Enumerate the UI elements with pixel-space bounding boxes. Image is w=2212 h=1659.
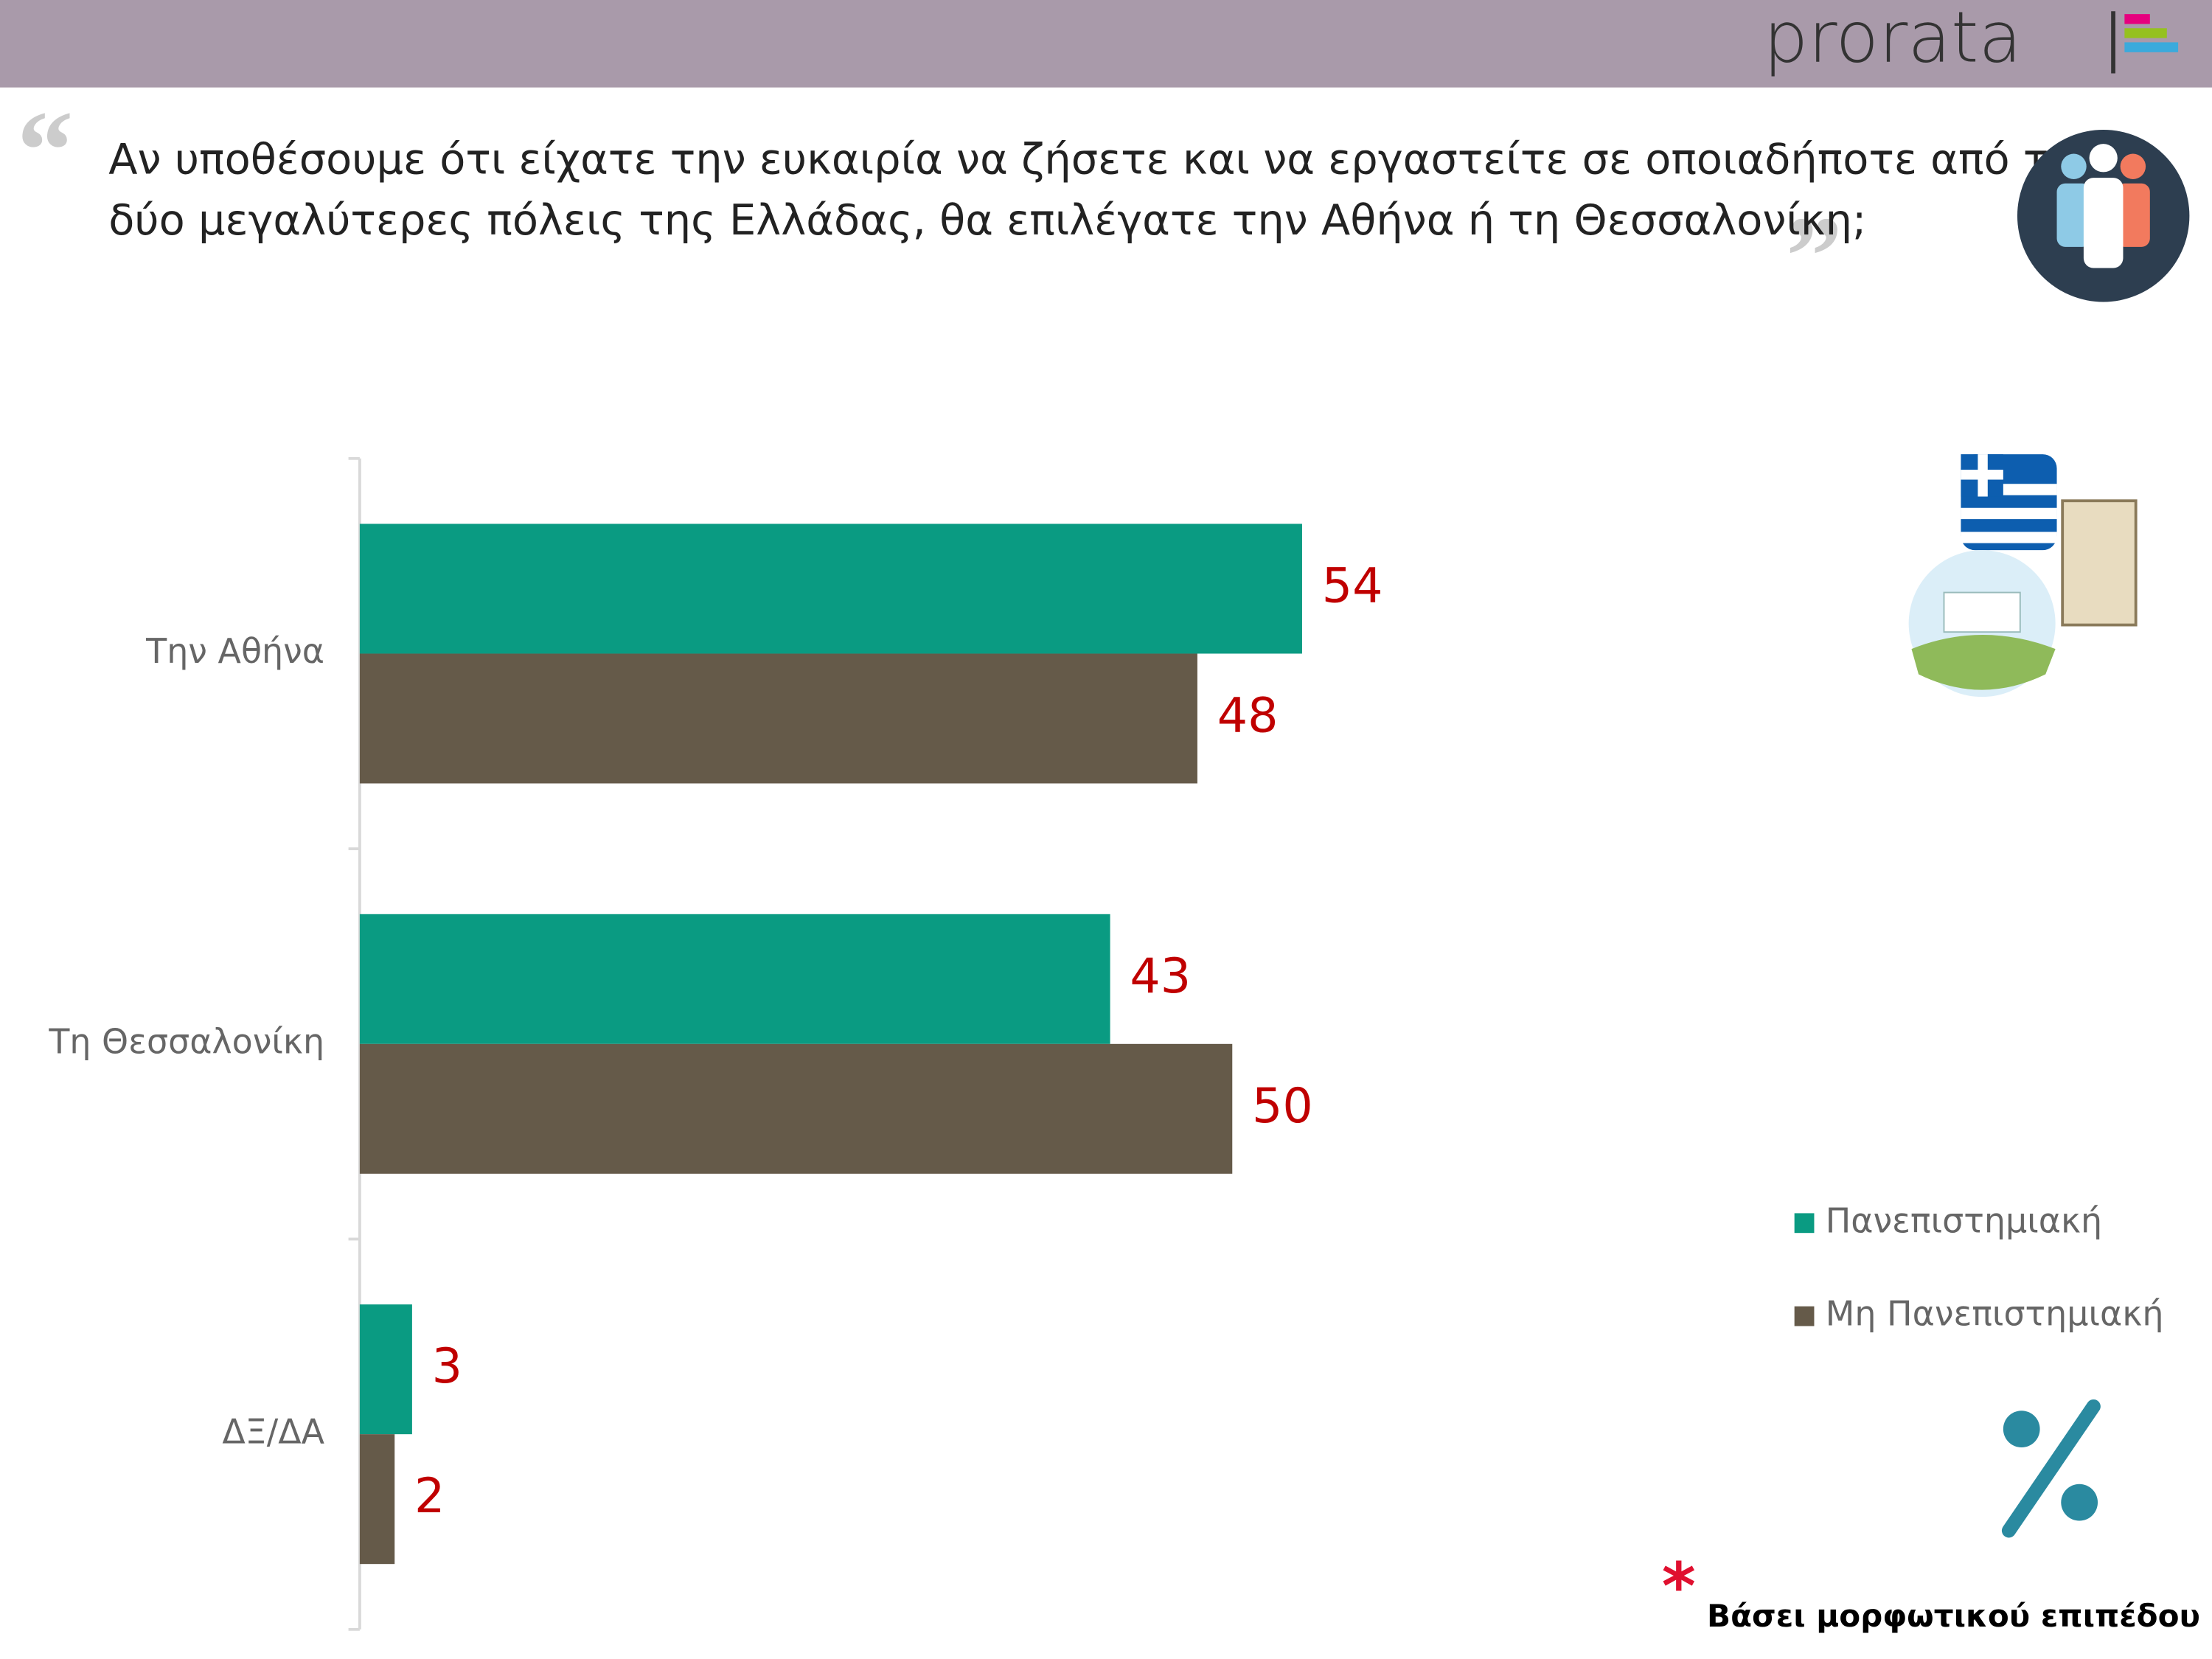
value-label: 50 [1252, 1079, 1313, 1134]
footnote: Βάσει μορφωτικού επιπέδου [1707, 1598, 2200, 1634]
legend-label: Πανεπιστημιακή [1826, 1200, 2102, 1240]
people-icon [2017, 130, 2190, 302]
category-label: Τη Θεσσαλονίκη [48, 1021, 324, 1061]
legend-swatch [1794, 1306, 1815, 1326]
category-label: ΔΞ/ΔΑ [222, 1412, 324, 1452]
footnote-mark: * [1662, 1548, 1696, 1624]
value-label: 3 [432, 1339, 462, 1394]
bar [359, 653, 1197, 784]
value-label: 54 [1322, 559, 1383, 614]
logo-stripe [2124, 14, 2150, 24]
logo: prorata [1764, 0, 2023, 79]
quote-open: “ [17, 88, 74, 213]
bar [359, 1434, 395, 1565]
quote-close: ” [1786, 195, 1843, 319]
value-label: 48 [1217, 689, 1279, 744]
value-label: 43 [1130, 949, 1191, 1004]
bar [359, 1304, 412, 1435]
legend-label: Μη Πανεπιστημιακή [1826, 1294, 2164, 1334]
bar [359, 524, 1302, 654]
header-bar [0, 0, 2212, 88]
value-label: 2 [414, 1469, 445, 1524]
logo-stripe [2124, 42, 2179, 52]
city-icons [1908, 454, 2138, 698]
bar [359, 914, 1110, 1044]
legend-swatch [1794, 1213, 1815, 1234]
question-line: Αν υποθέσουμε ότι είχατε την ευκαιρία να… [108, 135, 2087, 184]
logo-stripe [2124, 28, 2167, 38]
percent-icon [2001, 1399, 2101, 1538]
bar [359, 1043, 1233, 1174]
category-label: Την Αθήνα [145, 631, 324, 671]
question-line: δύο μεγαλύτερες πόλεις της Ελλάδας, θα ε… [108, 195, 1866, 245]
